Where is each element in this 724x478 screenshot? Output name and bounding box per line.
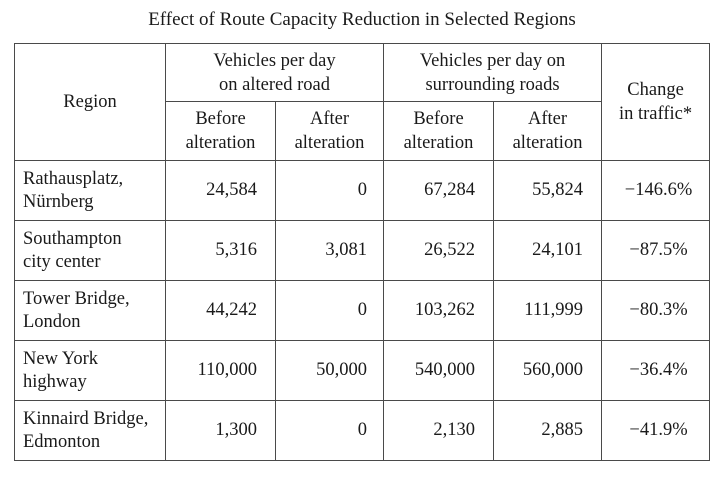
altered-after-cell: 50,000 bbox=[274, 340, 385, 401]
surrounding-after-cell: 560,000 bbox=[493, 340, 603, 401]
change-cell: −87.5% bbox=[601, 220, 711, 281]
region-line: Kinnaird Bridge, bbox=[23, 408, 149, 429]
header-line: Before bbox=[195, 109, 246, 129]
surrounding-roads-header: Vehicles per day on surrounding roads bbox=[383, 43, 603, 102]
altered-before-header: Before alteration bbox=[165, 101, 276, 161]
surrounding-after-cell: 2,885 bbox=[493, 400, 603, 461]
surrounding-after-header: After alteration bbox=[493, 101, 603, 161]
region-line: highway bbox=[23, 371, 87, 392]
region-line: Nürnberg bbox=[23, 191, 94, 212]
table-row: Tower Bridge, London 44,242 0 103,262 11… bbox=[14, 280, 711, 341]
surrounding-before-cell: 103,262 bbox=[383, 280, 495, 341]
surrounding-after-cell: 24,101 bbox=[493, 220, 603, 281]
traffic-table: Region Vehicles per day on altered road … bbox=[14, 43, 711, 461]
region-cell: Tower Bridge, London bbox=[14, 280, 166, 341]
header-line: alteration bbox=[403, 133, 474, 153]
change-cell: −41.9% bbox=[601, 400, 711, 461]
region-line: New York bbox=[23, 348, 99, 369]
region-cell: Rathausplatz, Nürnberg bbox=[14, 160, 166, 221]
altered-after-cell: 0 bbox=[274, 280, 385, 341]
surrounding-before-header: Before alteration bbox=[383, 101, 495, 161]
surrounding-before-cell: 2,130 bbox=[383, 400, 495, 461]
altered-after-header: After alteration bbox=[274, 101, 385, 161]
altered-before-cell: 24,584 bbox=[165, 160, 276, 221]
surrounding-before-cell: 540,000 bbox=[383, 340, 495, 401]
region-line: Rathausplatz, bbox=[23, 168, 124, 189]
header-line: surrounding roads bbox=[425, 74, 560, 95]
region-line: London bbox=[23, 311, 81, 332]
surrounding-before-cell: 67,284 bbox=[383, 160, 495, 221]
altered-before-cell: 44,242 bbox=[165, 280, 276, 341]
surrounding-after-cell: 55,824 bbox=[493, 160, 603, 221]
region-cell: Kinnaird Bridge, Edmonton bbox=[14, 400, 166, 461]
region-line: Edmonton bbox=[23, 431, 101, 452]
region-cell: Southampton city center bbox=[14, 220, 166, 281]
altered-before-cell: 110,000 bbox=[165, 340, 276, 401]
header-line: Change bbox=[627, 80, 684, 100]
table-row: Southampton city center 5,316 3,081 26,5… bbox=[14, 220, 711, 281]
region-cell: New York highway bbox=[14, 340, 166, 401]
header-line: alteration bbox=[512, 133, 583, 153]
header-line: alteration bbox=[185, 133, 256, 153]
header-line: After bbox=[309, 109, 350, 129]
table-row: New York highway 110,000 50,000 540,000 … bbox=[14, 340, 711, 401]
change-header: Change in traffic* bbox=[601, 43, 711, 161]
header-line: alteration bbox=[294, 133, 365, 153]
header-line: in traffic* bbox=[618, 104, 693, 124]
altered-before-cell: 1,300 bbox=[165, 400, 276, 461]
surrounding-after-cell: 111,999 bbox=[493, 280, 603, 341]
table-title: Effect of Route Capacity Reduction in Se… bbox=[148, 9, 576, 30]
region-line: city center bbox=[23, 251, 101, 272]
region-header: Region bbox=[14, 43, 166, 161]
altered-before-cell: 5,316 bbox=[165, 220, 276, 281]
region-line: Tower Bridge, bbox=[23, 288, 130, 309]
altered-after-cell: 0 bbox=[274, 400, 385, 461]
table-row: Kinnaird Bridge, Edmonton 1,300 0 2,130 … bbox=[14, 400, 711, 461]
surrounding-before-cell: 26,522 bbox=[383, 220, 495, 281]
altered-after-cell: 0 bbox=[274, 160, 385, 221]
change-cell: −146.6% bbox=[601, 160, 711, 221]
header-line: Vehicles per day bbox=[213, 50, 336, 71]
altered-road-header: Vehicles per day on altered road bbox=[164, 43, 385, 102]
change-cell: −80.3% bbox=[601, 280, 711, 341]
header-line: Vehicles per day on bbox=[419, 50, 566, 71]
table-row: Rathausplatz, Nürnberg 24,584 0 67,284 5… bbox=[14, 160, 711, 221]
change-cell: −36.4% bbox=[601, 340, 711, 401]
header-line: on altered road bbox=[219, 74, 330, 95]
region-line: Southampton bbox=[23, 228, 122, 249]
header-line: Before bbox=[413, 109, 464, 129]
altered-after-cell: 3,081 bbox=[274, 220, 385, 281]
header-line: After bbox=[528, 109, 568, 129]
